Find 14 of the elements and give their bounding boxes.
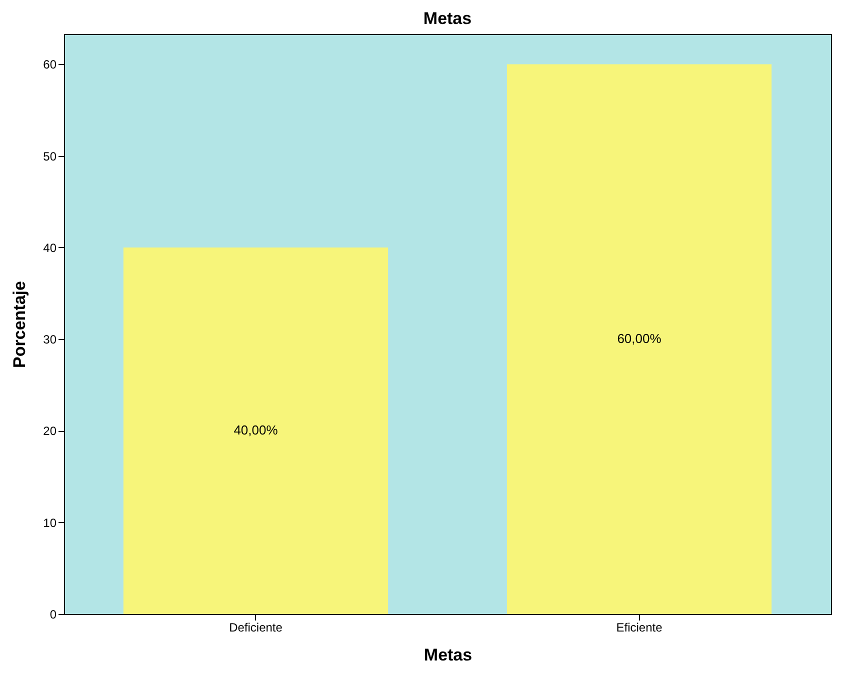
- y-tick-label: 60: [43, 58, 57, 72]
- data-label: 40,00%: [234, 422, 278, 438]
- data-label: 60,00%: [617, 331, 662, 346]
- x-tick-label: Deficiente: [229, 620, 283, 634]
- y-tick-label: 10: [43, 516, 57, 530]
- y-tick-label: 20: [43, 424, 57, 438]
- y-tick-label: 40: [43, 240, 57, 255]
- y-tick-label: 50: [43, 149, 57, 164]
- y-tick-label: 30: [43, 332, 57, 347]
- y-axis-title: Porcentaje: [10, 281, 30, 368]
- y-tick-label: 0: [50, 608, 57, 622]
- x-axis-title: Metas: [424, 646, 472, 664]
- x-tick-label: Eficiente: [616, 620, 663, 634]
- chart-title: Metas: [423, 9, 472, 28]
